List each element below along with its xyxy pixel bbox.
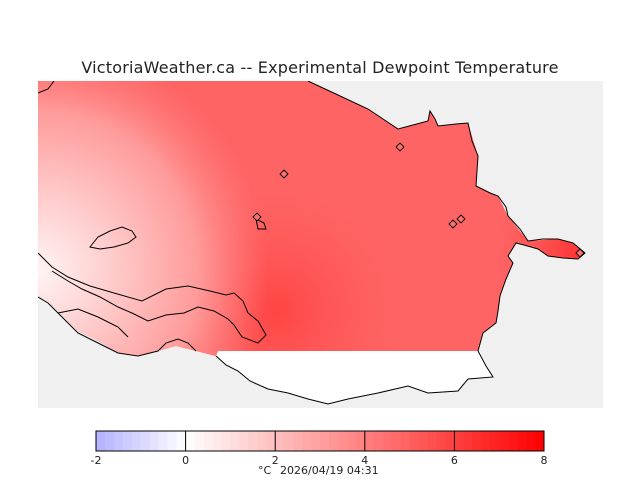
color-scale-cell [176, 431, 186, 451]
scale-tick-label: 6 [451, 454, 458, 467]
color-scale-cell [436, 431, 446, 451]
station-marker [279, 169, 289, 179]
color-scale-cell [194, 431, 204, 451]
color-scale-cell [337, 431, 348, 451]
color-scale-cell [266, 431, 276, 451]
station-marker [575, 248, 585, 258]
color-scale-cell [481, 431, 491, 451]
color-scale-cell [257, 431, 267, 451]
color-scale-cell [373, 431, 384, 451]
color-scale-cell [158, 431, 168, 451]
color-scale-cell [113, 431, 124, 451]
color-scale-cell [96, 431, 106, 451]
color-scale-cell [149, 431, 160, 451]
scale-tick-marks [95, 431, 545, 451]
station-markers [252, 142, 585, 258]
chart-title: VictoriaWeather.ca -- Experimental Dewpo… [81, 58, 559, 77]
color-scale-cell [185, 431, 195, 451]
color-scale-cell [400, 431, 410, 451]
color-scale-cell [409, 431, 419, 451]
color-scale-legend: -2 0 2 4 6 8 °C 2026/04/19 04:31 [91, 430, 548, 477]
color-scale-cell [355, 431, 366, 451]
color-scale-cell [104, 431, 115, 451]
color-scale-cell [499, 431, 509, 451]
color-scale-cell [364, 431, 375, 451]
scale-unit: °C [258, 464, 272, 477]
scale-tick-label: 2 [272, 454, 279, 467]
color-scale-cell [490, 431, 500, 451]
color-scale-cell [275, 431, 285, 451]
color-scale-cell [212, 431, 222, 451]
scale-tick-label: -2 [91, 454, 102, 467]
color-scale-cell [445, 431, 455, 451]
dewpoint-map [38, 81, 603, 408]
color-scale-cell [284, 431, 294, 451]
color-scale-cell [382, 431, 392, 451]
station-marker [448, 219, 458, 229]
station-marker [252, 212, 262, 222]
color-scale-cell [131, 431, 142, 451]
color-scale-cell [454, 431, 464, 451]
color-scale-cell [535, 431, 545, 451]
color-scale-cell [302, 431, 312, 451]
color-scale-cell [517, 431, 527, 451]
color-scale-cell [328, 431, 339, 451]
scale-tick-label: 0 [182, 454, 189, 467]
color-scale-cell [239, 431, 249, 451]
color-scale-cell [526, 431, 536, 451]
color-scale-cell [221, 431, 231, 451]
coastlines [38, 81, 586, 405]
color-scale-cell [122, 431, 133, 451]
color-scale-cell [427, 431, 437, 451]
color-scale-cell [293, 431, 303, 451]
scale-tick-label: 4 [361, 454, 368, 467]
color-scale-cell [418, 431, 428, 451]
color-scale-cell [230, 431, 240, 451]
color-scale-cell [248, 431, 258, 451]
color-scale-cell [472, 431, 482, 451]
color-scale-cell [167, 431, 177, 451]
color-scale-cell [203, 431, 213, 451]
color-scale-cell [320, 431, 330, 451]
station-marker [456, 214, 466, 224]
color-scale-cell [508, 431, 518, 451]
color-scale-bar [96, 431, 545, 451]
color-scale-cell [346, 431, 357, 451]
scale-tick-label: 8 [541, 454, 548, 467]
scale-timestamp: 2026/04/19 04:31 [280, 464, 379, 477]
color-scale-cell [463, 431, 473, 451]
scale-tick-labels: -2 0 2 4 6 8 [91, 454, 548, 467]
color-scale-cell [140, 431, 151, 451]
color-scale-cell [391, 431, 401, 451]
water-area [216, 351, 493, 404]
station-marker [395, 142, 405, 152]
color-scale-cell [311, 431, 321, 451]
